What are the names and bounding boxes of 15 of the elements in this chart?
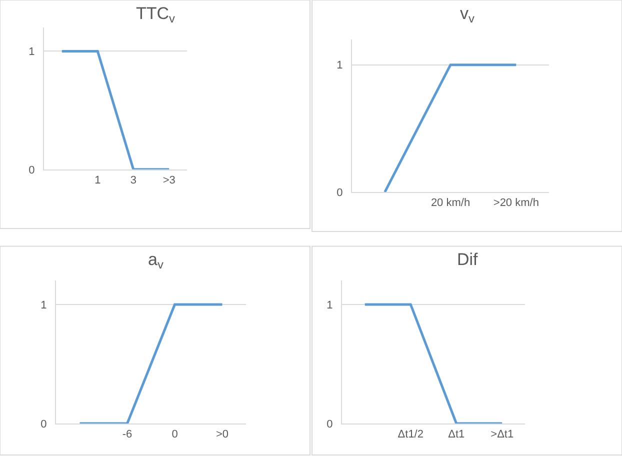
x-tick-label: 3 bbox=[130, 174, 136, 187]
x-tick-label: >3 bbox=[162, 174, 176, 187]
x-tick-label: 20 km/h bbox=[430, 197, 470, 210]
x-tick-label: 0 bbox=[172, 428, 178, 441]
x-tick-label: >0 bbox=[216, 428, 229, 441]
x-tick-label: Δt1 bbox=[448, 428, 465, 441]
x-tick-label: >20 km/h bbox=[493, 197, 539, 210]
chart-title: TTC$_{v}$ bbox=[136, 4, 176, 26]
x-tick-label: 1 bbox=[94, 174, 101, 187]
x-tick-label: >Δt1 bbox=[490, 428, 514, 441]
chart-title: v$_{v}$ bbox=[460, 4, 474, 26]
x-tick-label: -6 bbox=[122, 428, 132, 441]
x-tick-label: Δt1/2 bbox=[398, 428, 424, 441]
chart-title: a$_{v}$ bbox=[148, 250, 164, 272]
chart-title: Dif bbox=[457, 250, 478, 269]
